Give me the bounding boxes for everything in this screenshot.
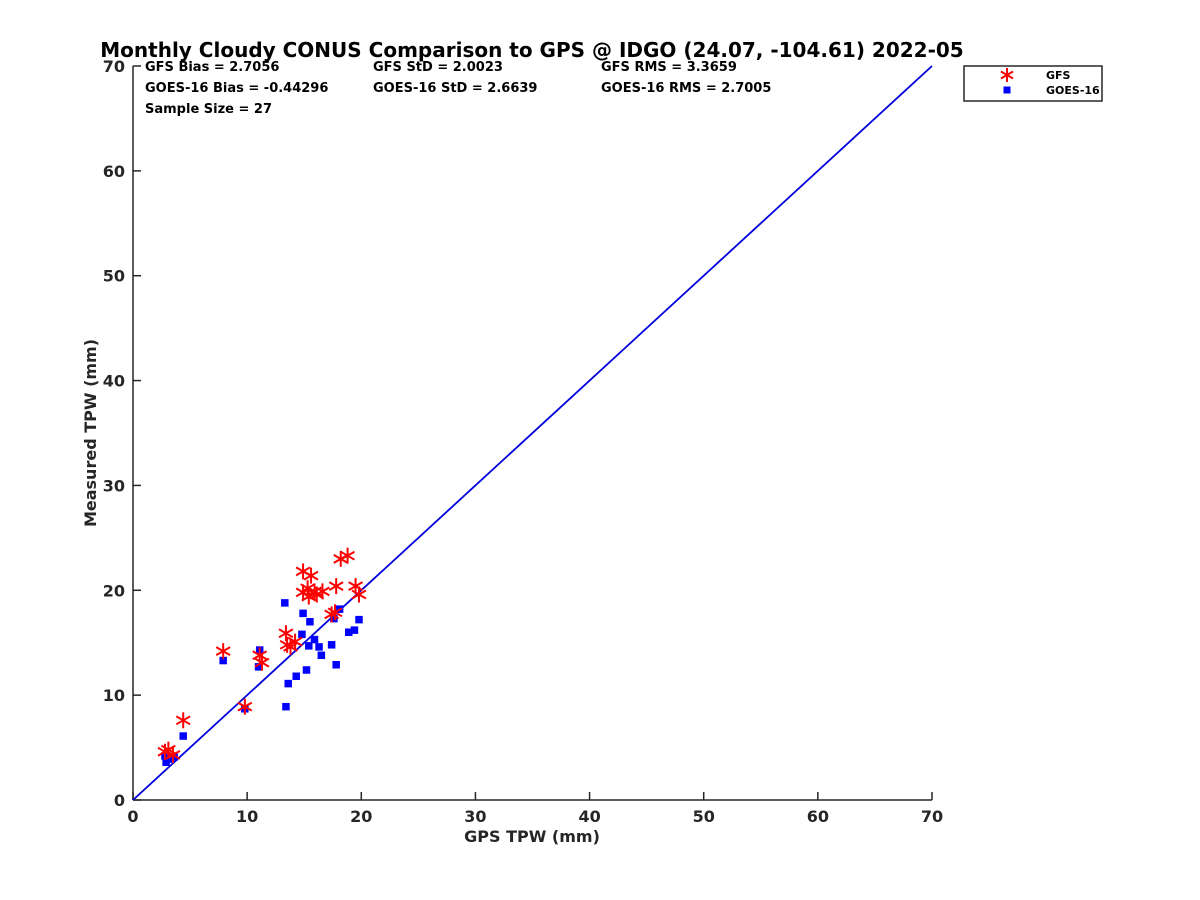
y-tick-label: 70 (103, 57, 125, 76)
y-tick-label: 30 (103, 476, 125, 495)
one-to-one-line (132, 65, 933, 801)
legend-goes16-marker (1003, 86, 1011, 94)
goes16-point (302, 666, 311, 674)
asterisk-stroke (237, 701, 253, 712)
legend-entries: GFS GOES-16 (1000, 68, 1100, 97)
stat-text: Sample Size = 27 (145, 102, 272, 117)
stat-text: GOES-16 RMS = 2.7005 (601, 81, 771, 96)
x-axis-label: GPS TPW (mm) (464, 827, 600, 846)
goes16-point (281, 599, 289, 607)
goes16-point (315, 643, 323, 651)
data-marks (157, 547, 367, 767)
asterisk-stroke (287, 636, 303, 647)
asterisk-stroke (301, 591, 317, 602)
plot-area: 0 10 20 30 40 50 60 70 0 10 20 30 40 50 60 70 (103, 57, 943, 826)
asterisk-stroke (351, 589, 367, 600)
asterisk-stroke (303, 570, 319, 581)
goes16-point (219, 656, 227, 665)
gfs-point (351, 586, 367, 603)
gfs-point (215, 643, 231, 660)
gfs-point (237, 698, 253, 715)
gfs-point (165, 746, 181, 763)
asterisk-stroke (1000, 70, 1014, 80)
x-tick-label: 50 (693, 807, 715, 826)
legend-gfs-label: GFS (1046, 69, 1071, 82)
gfs-point (301, 588, 317, 605)
y-tick-label: 10 (103, 686, 125, 705)
asterisk-stroke (252, 650, 268, 661)
goes16-point (305, 642, 313, 650)
x-tick-label: 40 (578, 807, 600, 826)
goes16-point (298, 630, 306, 639)
y-tick-label: 40 (103, 372, 125, 391)
goes16-point (179, 732, 187, 740)
goes16-point (306, 617, 314, 626)
stats-panel: GFS Bias = 2.7056 GFS StD = 2.0023 GFS RMS… (145, 60, 771, 117)
asterisk-stroke (295, 566, 311, 577)
gfs-point (254, 654, 270, 671)
stat-text: GFS RMS = 3.3659 (601, 60, 737, 75)
x-tick-label: 20 (350, 807, 372, 826)
asterisk-stroke (175, 715, 191, 726)
legend-gfs-marker (1000, 68, 1014, 82)
x-tick-label: 10 (236, 807, 258, 826)
goes16-point (282, 702, 290, 711)
goes16-point (170, 753, 178, 761)
goes16-point (327, 641, 336, 649)
stat-text: GFS Bias = 2.7056 (145, 60, 279, 75)
asterisk-stroke (215, 646, 231, 656)
x-tick-label: 60 (807, 807, 829, 826)
asterisk-stroke (165, 750, 181, 760)
goes16-point (165, 755, 174, 763)
gfs-point (175, 712, 191, 729)
legend: GFS GOES-16 (963, 65, 1103, 102)
goes16-point (355, 615, 363, 624)
gfs-point (327, 604, 343, 621)
goes16-point (299, 609, 307, 618)
asterisk-stroke (278, 628, 294, 639)
legend-box (963, 65, 1103, 102)
goes16-point (330, 614, 338, 623)
asterisk-stroke (254, 657, 270, 668)
x-tick-label: 30 (464, 807, 486, 826)
legend-goes16-label: GOES-16 (1046, 84, 1100, 97)
x-tick-label: 70 (921, 807, 943, 826)
y-tick-label: 20 (103, 581, 125, 600)
goes16-point (317, 651, 326, 660)
goes16-point (332, 660, 340, 669)
gfs-point (328, 578, 344, 595)
asterisk-stroke (315, 586, 330, 597)
asterisk-stroke (327, 607, 343, 618)
goes16-point (344, 628, 353, 636)
gfs-point (287, 633, 303, 650)
asterisk-stroke (340, 550, 356, 561)
goes16-point (284, 679, 292, 688)
y-tick-label: 60 (103, 162, 125, 181)
y-tick-label: 50 (103, 267, 125, 286)
goes16-point (254, 663, 263, 671)
asterisk-stroke (348, 581, 364, 591)
asterisk-stroke (328, 581, 344, 591)
gfs-point (315, 583, 330, 600)
gfs-point (340, 547, 356, 564)
chart-title: Monthly Cloudy CONUS Comparison to GPS @… (100, 38, 963, 62)
x-tick-label: 0 (127, 807, 138, 826)
y-tick-label: 0 (114, 791, 125, 810)
goes16-point (292, 672, 300, 681)
goes16-point (350, 626, 359, 634)
stat-text: GOES-16 StD = 2.6639 (373, 81, 537, 96)
gfs-point (303, 567, 319, 584)
reference-line-layer (132, 65, 933, 801)
gfs-point (278, 625, 294, 642)
axes: 0 10 20 30 40 50 60 70 0 10 20 30 40 50 60 70 (103, 57, 943, 826)
stat-text: GFS StD = 2.0023 (373, 60, 503, 75)
goes16-point (310, 635, 319, 644)
y-axis-label: Measured TPW (mm) (81, 339, 100, 527)
stat-text: GOES-16 Bias = -0.44296 (145, 81, 328, 96)
